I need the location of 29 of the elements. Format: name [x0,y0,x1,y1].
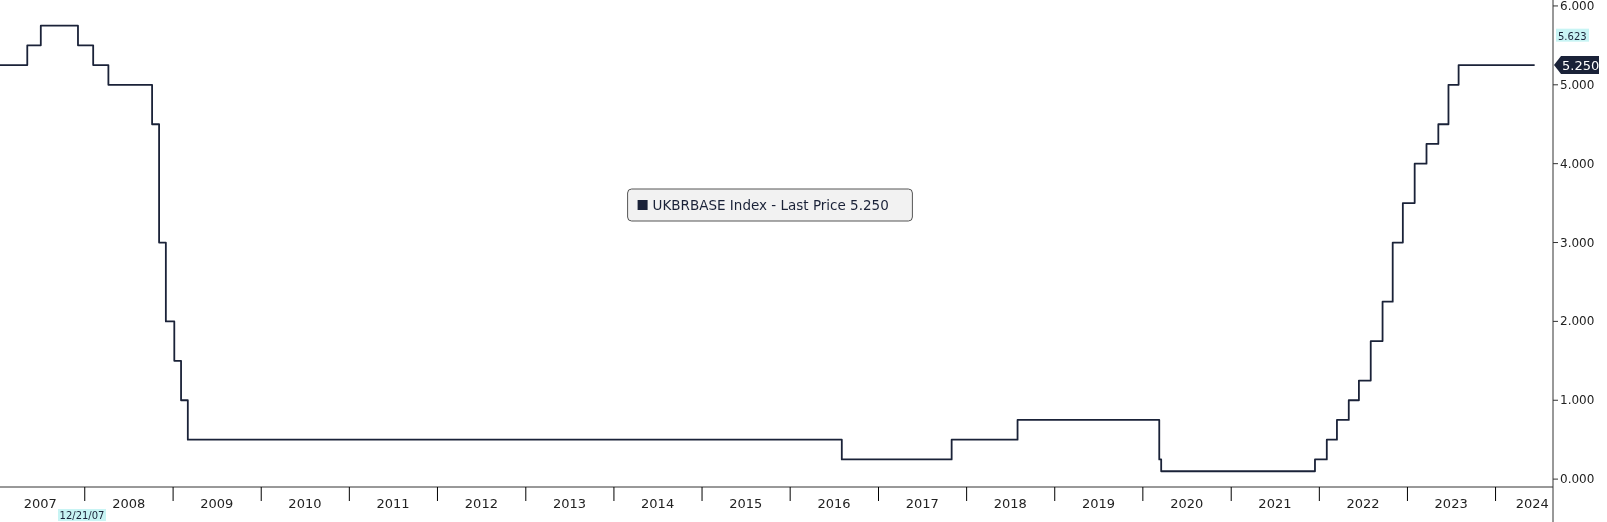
x-tick-label: 2017 [905,496,939,512]
x-tick-label: 2019 [1081,496,1115,512]
text: 12/21/07 [59,510,105,521]
x-tick-label: 2022 [1346,496,1380,512]
x-tick-label: 2016 [817,496,851,512]
y-tick-label: 1.000 [1560,393,1595,408]
x-tick-label: 2011 [376,496,410,512]
x-tick-label: 2018 [993,496,1027,512]
y-tick-label: 0.000 [1560,472,1595,487]
y-tick-label: 5.000 [1560,77,1595,92]
x-tick-label: 2020 [1170,496,1204,512]
y-tick-label: 2.000 [1560,314,1595,329]
y-tick-label: 3.000 [1560,235,1595,250]
annotation: 5.623 [1558,30,1587,42]
x-tick-label: 2008 [112,496,146,512]
text: 5.250 [1562,58,1600,74]
x-tick-label: 2007 [23,496,57,512]
x-tick-label: 2009 [200,496,234,512]
x-tick-label: 2015 [729,496,763,512]
x-tick-label: 2021 [1258,496,1292,512]
y-tick-label: 6.000 [1560,0,1595,13]
x-tick-label: 2010 [288,496,322,512]
x-tick-label: 2014 [641,496,675,512]
y-tick-label: 4.000 [1560,156,1595,171]
x-tick-label: 2023 [1434,496,1468,512]
x-tick-label: 2013 [552,496,587,512]
x-tick-label: 2024 [1515,496,1549,512]
x-tick-label: 2012 [464,496,498,512]
legend-label: UKBRBASE Index - Last Price 5.250 [652,197,889,213]
